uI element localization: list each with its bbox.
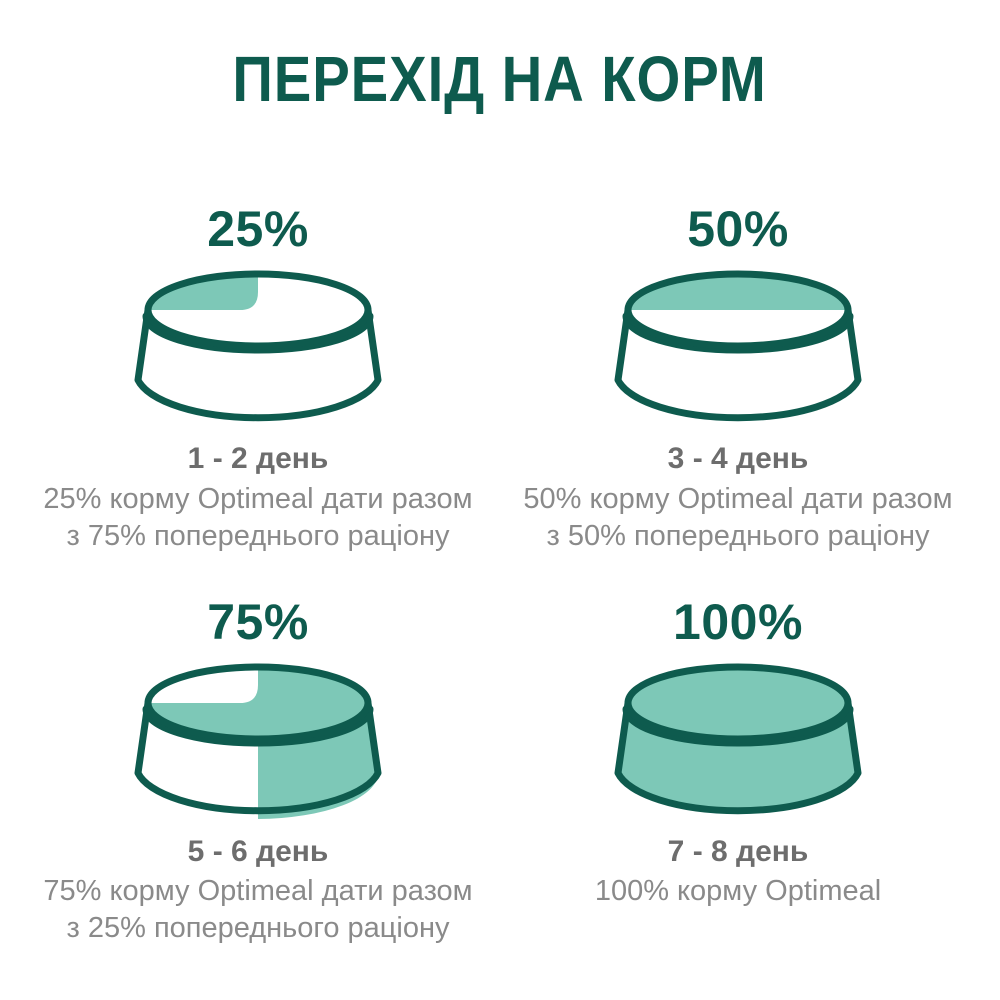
bowl-fill-shapes — [628, 274, 848, 311]
page-title: ПЕРЕХІД НА КОРМ — [0, 0, 1000, 115]
step-4-day-range: 7 - 8 день — [667, 834, 809, 868]
dog-bowl-75-icon — [134, 663, 382, 819]
step-2-instructions: 50% корму Optimeal дати разом з 50% попе… — [523, 481, 952, 555]
dog-bowl-100-icon — [614, 663, 862, 815]
step-1-percent-label: 25% — [207, 201, 309, 258]
bowl-fill-shapes — [618, 666, 858, 811]
step-2: 50% — [488, 204, 988, 555]
step-3-instructions: 75% корму Optimeal дати разом з 25% попе… — [43, 873, 472, 947]
step-3-instruction-line-2: з 25% попереднього раціону — [66, 912, 450, 945]
step-4-instructions: 100% корму Optimeal — [595, 873, 881, 910]
bowl-fill-shapes — [148, 274, 258, 311]
step-1: 25% — [8, 204, 508, 555]
step-1-instruction-line-2: з 75% попереднього раціону — [66, 519, 450, 552]
dog-bowl-25-icon — [134, 270, 382, 422]
step-2-percent-label: 50% — [687, 201, 789, 258]
bowl-outline — [134, 663, 382, 815]
step-1-day-range: 1 - 2 день — [187, 442, 329, 476]
bowl-outline — [614, 663, 862, 815]
bowl-outline — [614, 270, 862, 422]
step-4-instruction-line-1: 100% корму Optimeal — [594, 875, 882, 908]
step-2-instruction-line-2: з 50% попереднього раціону — [546, 519, 930, 552]
step-1-instructions: 25% корму Optimeal дати разом з 75% попе… — [43, 481, 472, 555]
step-3-percent-label: 75% — [207, 593, 309, 650]
step-3-instruction-line-1: 75% корму Optimeal дати разом — [43, 875, 473, 908]
dog-bowl-50-icon — [614, 270, 862, 422]
step-1-instruction-line-1: 25% корму Optimeal дати разом — [43, 482, 473, 515]
step-3: 75% — [8, 597, 508, 948]
step-3-day-range: 5 - 6 день — [187, 834, 329, 868]
step-4-percent-label: 100% — [673, 593, 803, 650]
steps-grid: 25% — [0, 204, 1000, 947]
step-2-instruction-line-1: 50% корму Optimeal дати разом — [523, 482, 953, 515]
bowl-outline — [134, 270, 382, 422]
step-2-day-range: 3 - 4 день — [667, 442, 809, 476]
page-title-text: ПЕРЕХІД НА КОРМ — [232, 43, 768, 115]
step-4: 100% — [488, 597, 988, 948]
